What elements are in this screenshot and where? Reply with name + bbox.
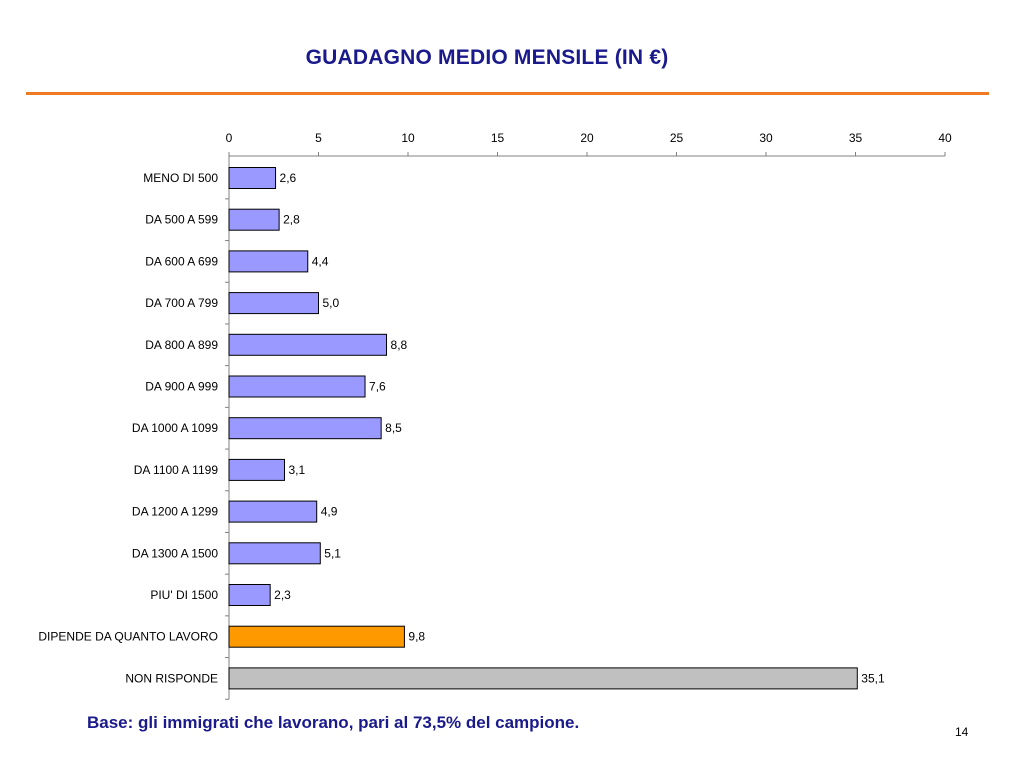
bar bbox=[228, 333, 388, 356]
x-tick-label: 15 bbox=[491, 131, 505, 145]
data-label: 5,0 bbox=[323, 296, 340, 310]
category-label: NON RISPONDE bbox=[125, 671, 218, 685]
x-tick-label: 20 bbox=[580, 131, 594, 145]
category-label: DA 1000 A 1099 bbox=[132, 421, 218, 435]
category-label: DA 700 A 799 bbox=[145, 296, 218, 310]
category-label: DIPENDE DA QUANTO LAVORO bbox=[38, 630, 218, 644]
title-divider bbox=[26, 92, 989, 95]
footnote: Base: gli immigrati che lavorano, pari a… bbox=[87, 713, 580, 732]
data-label: 35,1 bbox=[861, 671, 885, 685]
bar bbox=[228, 500, 318, 523]
category-label: DA 1200 A 1299 bbox=[132, 505, 218, 519]
bar bbox=[228, 250, 309, 273]
data-label: 2,8 bbox=[283, 213, 300, 227]
bar bbox=[228, 584, 271, 606]
data-label: 2,6 bbox=[280, 171, 297, 185]
data-label: 4,4 bbox=[312, 254, 329, 268]
x-tick-label: 25 bbox=[670, 131, 684, 145]
data-label: 5,1 bbox=[324, 546, 341, 560]
data-label: 9,8 bbox=[408, 630, 425, 644]
category-label: DA 900 A 999 bbox=[145, 380, 218, 394]
bar bbox=[228, 667, 858, 690]
category-label: DA 800 A 899 bbox=[145, 338, 218, 352]
data-label: 3,1 bbox=[288, 463, 305, 477]
bar bbox=[228, 417, 382, 440]
slide-title: GUADAGNO MEDIO MENSILE (IN €) bbox=[305, 46, 669, 69]
x-tick-label: 5 bbox=[315, 131, 322, 145]
x-tick-label: 0 bbox=[226, 131, 233, 145]
x-tick-label: 10 bbox=[401, 131, 415, 145]
data-label: 7,6 bbox=[369, 380, 386, 394]
data-label: 4,9 bbox=[321, 505, 338, 519]
category-label: PIU' DI 1500 bbox=[150, 588, 218, 602]
data-label: 8,8 bbox=[391, 338, 408, 352]
bar bbox=[228, 208, 280, 231]
category-label: DA 600 A 699 bbox=[145, 254, 218, 268]
category-label: DA 500 A 599 bbox=[145, 213, 218, 227]
bar bbox=[228, 458, 285, 481]
bar bbox=[228, 542, 321, 565]
category-label: DA 1100 A 1199 bbox=[134, 463, 219, 477]
data-label: 2,3 bbox=[274, 588, 291, 602]
x-tick-label: 40 bbox=[938, 131, 952, 145]
category-label: DA 1300 A 1500 bbox=[132, 546, 218, 560]
data-label: 8,5 bbox=[385, 421, 402, 435]
category-label: MENO DI 500 bbox=[143, 171, 218, 185]
bar bbox=[228, 167, 277, 189]
bar bbox=[228, 375, 366, 398]
bar bbox=[228, 292, 319, 315]
page-number: 14 bbox=[955, 725, 969, 739]
bar bbox=[228, 625, 405, 648]
x-tick-label: 30 bbox=[759, 131, 773, 145]
x-tick-label: 35 bbox=[849, 131, 863, 145]
